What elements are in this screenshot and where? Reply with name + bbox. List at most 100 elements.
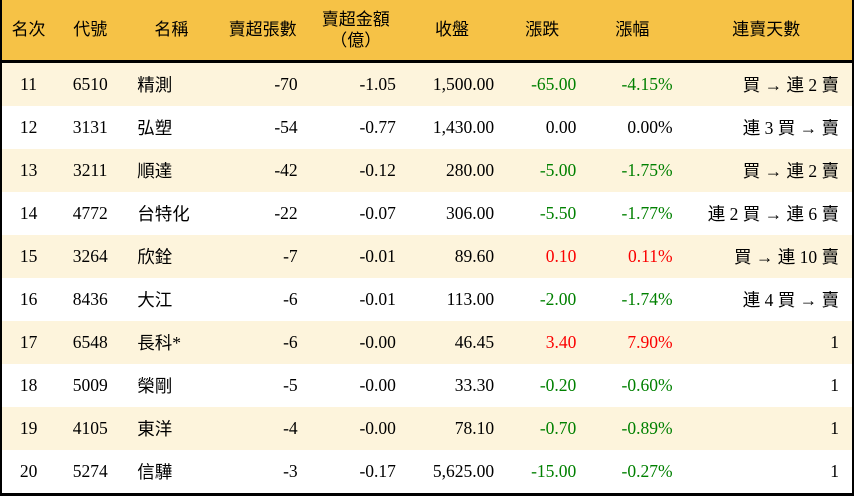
col-header-rank: 名次 — [1, 0, 56, 63]
change-pct-cell: -1.77% — [621, 203, 673, 223]
code-cell: 5009 — [72, 375, 108, 395]
table-row: 14 4772 台特化 -22 -0.07 306.00 -5.50 -1.77… — [1, 192, 853, 235]
change-cell: 3.40 — [545, 332, 577, 352]
change-pct-cell: -0.60% — [621, 375, 673, 395]
change-cell: -0.20 — [539, 375, 577, 395]
sell-amount-cell: -0.00 — [359, 418, 396, 438]
sell-volume-cell: -4 — [283, 418, 298, 438]
streak-cell: 連 2 買 → 連 6 賣 — [707, 204, 839, 224]
table-row: 19 4105 東洋 -4 -0.00 78.10 -0.70 -0.89% 1 — [1, 407, 853, 450]
change-pct-cell: -0.27% — [621, 461, 673, 481]
code-cell: 4105 — [72, 418, 108, 438]
sell-amount-cell: -0.12 — [359, 160, 396, 180]
table-row: 13 3211 順達 -42 -0.12 280.00 -5.00 -1.75%… — [1, 149, 853, 192]
col-header-name: 名稱 — [125, 0, 218, 63]
streak-cell: 連 3 買 → 賣 — [742, 118, 839, 138]
col-header-code: 代號 — [55, 0, 126, 63]
col-header-sell-amount-line1: 賣超金額 — [321, 9, 390, 29]
rank-cell: 15 — [19, 246, 38, 266]
sell-amount-cell: -0.00 — [359, 375, 396, 395]
change-cell: -65.00 — [531, 74, 577, 94]
sell-amount-cell: -0.17 — [359, 461, 396, 481]
change-pct-cell: -4.15% — [621, 74, 673, 94]
change-pct-cell: 0.11% — [627, 246, 673, 266]
close-cell: 1,430.00 — [432, 117, 495, 137]
name-cell: 台特化 — [137, 204, 190, 224]
table-row: 11 6510 精測 -70 -1.05 1,500.00 -65.00 -4.… — [1, 61, 853, 106]
header-row: 名次 代號 名稱 賣超張數 賣超金額 （億） 收盤 漲跌 漲幅 連賣天數 — [1, 0, 853, 63]
table-row: 12 3131 弘塑 -54 -0.77 1,430.00 0.00 0.00%… — [1, 106, 853, 149]
sell-volume-cell: -70 — [274, 74, 298, 94]
streak-cell: 連 4 買 → 賣 — [742, 290, 839, 310]
col-header-sell-amount: 賣超金額 （億） — [307, 0, 404, 63]
name-cell: 弘塑 — [137, 118, 173, 138]
name-cell: 順達 — [137, 161, 173, 181]
name-cell: 信驊 — [137, 462, 173, 482]
sell-amount-cell: -0.01 — [359, 289, 396, 309]
streak-cell: 1 — [830, 418, 839, 438]
streak-cell: 1 — [830, 461, 839, 481]
rank-cell: 13 — [19, 160, 38, 180]
code-cell: 6510 — [72, 74, 108, 94]
name-cell: 精測 — [137, 75, 173, 95]
change-pct-cell: -1.75% — [621, 160, 673, 180]
close-cell: 5,625.00 — [432, 461, 495, 481]
table-row: 15 3264 欣銓 -7 -0.01 89.60 0.10 0.11% 買 →… — [1, 235, 853, 278]
sell-amount-cell: -0.07 — [359, 203, 396, 223]
col-header-sell-volume: 賣超張數 — [217, 0, 308, 63]
code-cell: 6548 — [72, 332, 108, 352]
rank-cell: 11 — [20, 74, 37, 94]
sell-volume-cell: -6 — [283, 332, 298, 352]
code-cell: 5274 — [72, 461, 108, 481]
col-header-streak: 連賣天數 — [680, 0, 853, 63]
rank-cell: 20 — [19, 461, 38, 481]
rank-cell: 17 — [19, 332, 38, 352]
name-cell: 長科* — [137, 333, 182, 353]
name-cell: 欣銓 — [137, 247, 173, 267]
rank-cell: 18 — [19, 375, 38, 395]
change-cell: -0.70 — [539, 418, 577, 438]
change-cell: 0.10 — [545, 246, 577, 266]
change-pct-cell: 7.90% — [627, 332, 673, 352]
change-cell: 0.00 — [545, 117, 577, 137]
col-header-sell-amount-line2: （億） — [330, 31, 382, 50]
change-cell: -5.50 — [539, 203, 577, 223]
rank-cell: 14 — [19, 203, 38, 223]
close-cell: 46.45 — [454, 332, 495, 352]
streak-cell: 買 → 連 2 賣 — [742, 75, 839, 95]
col-header-change-pct: 漲幅 — [584, 0, 681, 63]
sell-volume-cell: -22 — [274, 203, 298, 223]
rank-cell: 16 — [19, 289, 38, 309]
table-row: 18 5009 榮剛 -5 -0.00 33.30 -0.20 -0.60% 1 — [1, 364, 853, 407]
rank-cell: 12 — [19, 117, 38, 137]
code-cell: 3131 — [72, 117, 108, 137]
sell-volume-cell: -6 — [283, 289, 298, 309]
close-cell: 78.10 — [454, 418, 495, 438]
change-pct-cell: -0.89% — [621, 418, 673, 438]
rank-cell: 19 — [19, 418, 38, 438]
change-pct-cell: 0.00% — [627, 117, 673, 137]
col-header-close: 收盤 — [403, 0, 501, 63]
change-cell: -15.00 — [531, 461, 577, 481]
change-cell: -5.00 — [539, 160, 577, 180]
close-cell: 89.60 — [454, 246, 495, 266]
code-cell: 4772 — [72, 203, 108, 223]
name-cell: 大江 — [137, 290, 173, 310]
sell-volume-cell: -54 — [274, 117, 298, 137]
close-cell: 306.00 — [446, 203, 495, 223]
code-cell: 3264 — [72, 246, 108, 266]
sell-volume-cell: -42 — [274, 160, 298, 180]
name-cell: 東洋 — [137, 419, 173, 439]
sell-volume-cell: -7 — [283, 246, 298, 266]
table-row: 16 8436 大江 -6 -0.01 113.00 -2.00 -1.74% … — [1, 278, 853, 321]
sell-amount-cell: -1.05 — [359, 74, 396, 94]
sell-volume-cell: -5 — [283, 375, 298, 395]
close-cell: 113.00 — [446, 289, 495, 309]
code-cell: 8436 — [72, 289, 108, 309]
close-cell: 1,500.00 — [432, 74, 495, 94]
change-pct-cell: -1.74% — [621, 289, 673, 309]
table-row: 17 6548 長科* -6 -0.00 46.45 3.40 7.90% 1 — [1, 321, 853, 364]
table-row: 20 5274 信驊 -3 -0.17 5,625.00 -15.00 -0.2… — [1, 450, 853, 495]
sell-volume-cell: -3 — [283, 461, 298, 481]
